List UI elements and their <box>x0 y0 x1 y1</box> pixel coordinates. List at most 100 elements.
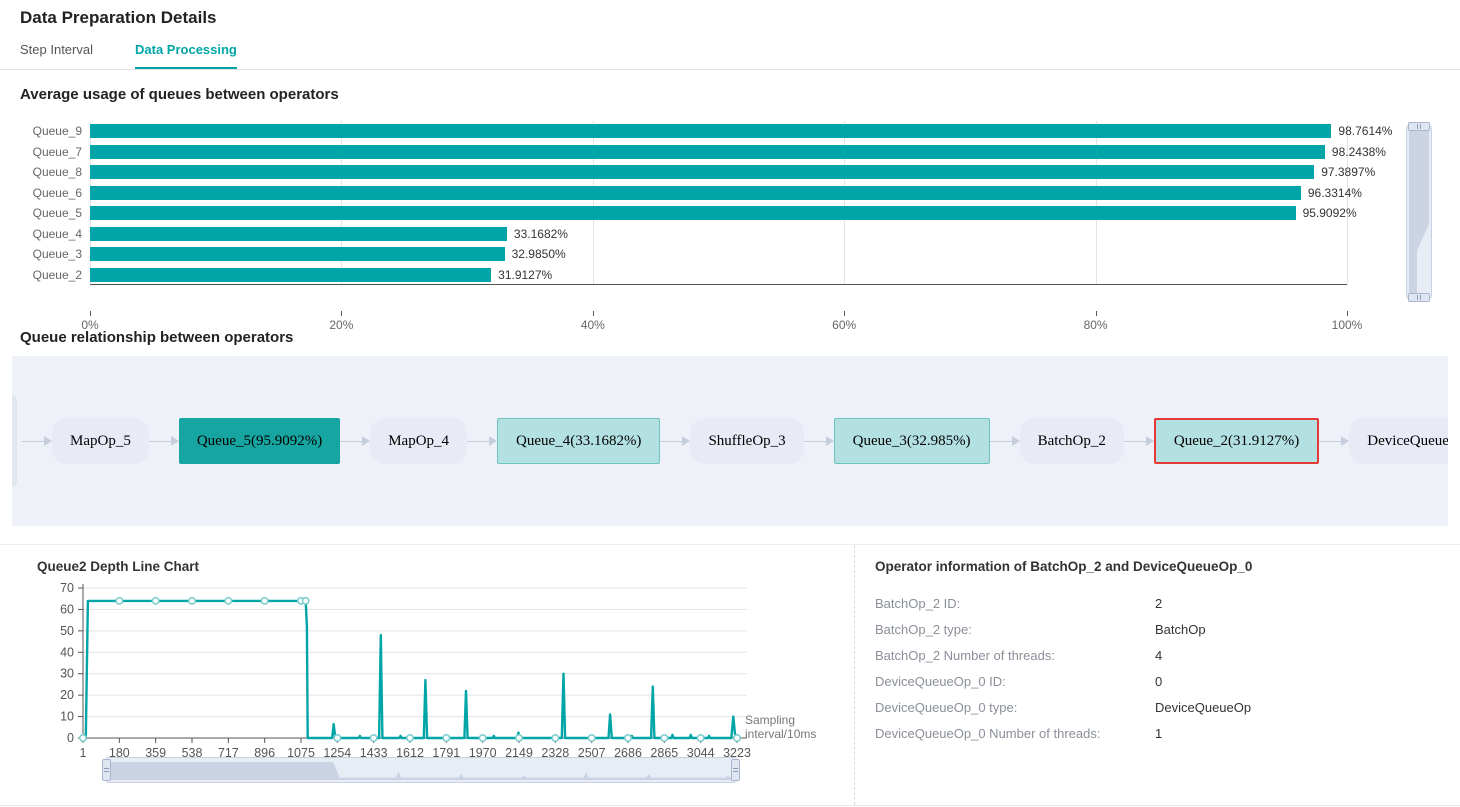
bar-category-label: Queue_2 <box>32 267 82 282</box>
operator-info-title: Operator information of BatchOp_2 and De… <box>875 559 1253 574</box>
axis-tick <box>341 311 343 316</box>
marker-bottom-icon <box>696 734 705 743</box>
bar[interactable] <box>90 124 1332 139</box>
marker-bottom-icon <box>587 734 596 743</box>
axis-tick-label: 0% <box>81 318 99 332</box>
bar-row: Queue_2 31.9127% <box>33 267 1347 282</box>
diagram-node-ShuffleOp_3[interactable]: ShuffleOp_3 <box>690 418 804 464</box>
line-chart-x-axis-label: Sampling interval/10ms <box>745 713 817 741</box>
x-tick-label: 2328 <box>541 746 569 760</box>
flow-arrow <box>1319 436 1350 446</box>
diagram-node-Queue_5(95.9092%)[interactable]: Queue_5(95.9092%) <box>178 418 341 464</box>
arrow-shaft <box>467 440 490 442</box>
bar-row: Queue_5 95.9092% <box>33 206 1357 221</box>
tab-bar: Step Interval Data Processing <box>0 42 1460 70</box>
arrow-head-icon <box>44 436 52 446</box>
zoom-slider-top-handle[interactable] <box>1408 122 1430 131</box>
arrow-shaft <box>1319 440 1342 442</box>
diagram-node-DeviceQueueOp_0[interactable]: DeviceQueueOp_0 <box>1349 418 1448 464</box>
diagram-node-Queue_3(32.985%)[interactable]: Queue_3(32.985%) <box>833 418 990 464</box>
y-tick-label: 50 <box>60 624 74 638</box>
axis-tick <box>592 311 594 316</box>
operator-queue-diagram: MapOp_5 Queue_5(95.9092%) MapOp_4 Queue_4(3… <box>12 356 1448 526</box>
bar-value-label: 95.9092% <box>1302 206 1357 221</box>
bar-value-label: 97.3897% <box>1321 165 1376 180</box>
diagram-node-Queue_4(33.1682%)[interactable]: Queue_4(33.1682%) <box>497 418 661 464</box>
y-tick-label: 60 <box>60 602 74 616</box>
info-row: DeviceQueueOp_0 Number of threads: 1 <box>875 720 1460 746</box>
zoom-slider-data-shadow <box>1409 128 1429 296</box>
info-label: DeviceQueueOp_0 type: <box>875 699 1018 715</box>
depth-line-series <box>83 599 739 740</box>
zoom-slider-right-handle[interactable] <box>731 759 740 781</box>
diagram-node-MapOp_4[interactable]: MapOp_4 <box>370 418 468 464</box>
arrow-shaft <box>340 440 363 442</box>
bar-value-label: 98.2438% <box>1331 144 1386 159</box>
tab-step-interval[interactable]: Step Interval <box>20 42 93 57</box>
operator-info-panel: Operator information of BatchOp_2 and De… <box>855 545 1460 805</box>
zoom-slider-left-handle[interactable] <box>102 759 111 781</box>
arrow-shaft <box>660 440 683 442</box>
bar[interactable] <box>90 247 505 262</box>
tab-data-processing[interactable]: Data Processing <box>135 42 237 69</box>
bar-row: Queue_8 97.3897% <box>33 165 1375 180</box>
bar-category-label: Queue_9 <box>32 124 82 139</box>
bar-value-label: 33.1682% <box>513 226 568 241</box>
bar[interactable] <box>90 165 1315 180</box>
info-row: DeviceQueueOp_0 type: DeviceQueueOp <box>875 694 1460 720</box>
y-tick-label: 10 <box>60 710 74 724</box>
flow-arrow <box>803 436 834 446</box>
y-tick-label: 30 <box>60 667 74 681</box>
bar-category-label: Queue_4 <box>32 226 82 241</box>
bar[interactable] <box>90 267 492 282</box>
line-chart-zoom-slider[interactable] <box>102 757 740 783</box>
bar-row: Queue_9 98.7614% <box>33 124 1392 139</box>
x-tick-label: 180 <box>109 746 130 760</box>
axis-tick-label: 60% <box>832 318 857 332</box>
bar[interactable] <box>90 185 1301 200</box>
zoom-slider-data-shadow <box>108 762 734 780</box>
x-tick-label: 2686 <box>614 746 642 760</box>
x-tick-label: 1970 <box>469 746 497 760</box>
bar[interactable] <box>90 226 507 241</box>
info-row: DeviceQueueOp_0 ID: 0 <box>875 668 1460 694</box>
axis-tick <box>1095 311 1097 316</box>
bar[interactable] <box>90 206 1296 221</box>
axis-tick-label: 20% <box>329 318 354 332</box>
arrow-shaft <box>803 440 826 442</box>
arrow-head-icon <box>1011 436 1020 446</box>
flow-arrow <box>148 436 179 446</box>
arrow-head-icon <box>825 436 834 446</box>
bar-category-label: Queue_5 <box>32 206 82 221</box>
marker-top-icon <box>151 596 160 605</box>
y-tick-label: 70 <box>60 581 74 595</box>
flow-arrow <box>22 436 52 446</box>
marker-bottom-icon <box>405 734 414 743</box>
grid-line <box>592 121 594 285</box>
bottom-panel: Queue2 Depth Line Chart 0 10 20 30 40 50 60 70 1… <box>0 544 1460 806</box>
diagram-node-Queue_2(31.9127%)[interactable]: Queue_2(31.9127%) <box>1153 418 1320 464</box>
info-value: DeviceQueueOp <box>1155 699 1252 715</box>
bar-category-label: Queue_3 <box>32 247 82 262</box>
queue-depth-chart-panel: Queue2 Depth Line Chart 0 10 20 30 40 50 60 70 1… <box>0 545 855 805</box>
bar[interactable] <box>90 144 1325 159</box>
bar-chart-zoom-slider[interactable] <box>1406 122 1432 302</box>
bar-row: Queue_6 96.3314% <box>33 185 1362 200</box>
axis-tick-label: 100% <box>1331 318 1363 332</box>
x-tick-label: 1075 <box>287 746 315 760</box>
marker-bottom-icon <box>333 734 342 743</box>
x-tick-label: 1612 <box>396 746 424 760</box>
bar-chart-plot: Queue_9 98.7614% Queue_7 98.2438% Queue_8 97.… <box>33 121 1392 285</box>
flow-arrow <box>660 436 691 446</box>
diagram-node-MapOp_5[interactable]: MapOp_5 <box>52 418 149 464</box>
bar-chart-grid <box>90 121 1348 285</box>
arrow-shaft <box>22 440 44 442</box>
grid-line <box>90 121 91 285</box>
zoom-slider-bottom-handle[interactable] <box>1408 293 1430 302</box>
marker-bottom-icon <box>732 734 741 743</box>
info-row: BatchOp_2 type: BatchOp <box>875 616 1460 642</box>
diagram-node-BatchOp_2[interactable]: BatchOp_2 <box>1019 418 1124 464</box>
info-label: BatchOp_2 Number of threads: <box>875 647 1055 663</box>
x-tick-label: 2149 <box>505 746 533 760</box>
bar-category-label: Queue_7 <box>32 144 82 159</box>
